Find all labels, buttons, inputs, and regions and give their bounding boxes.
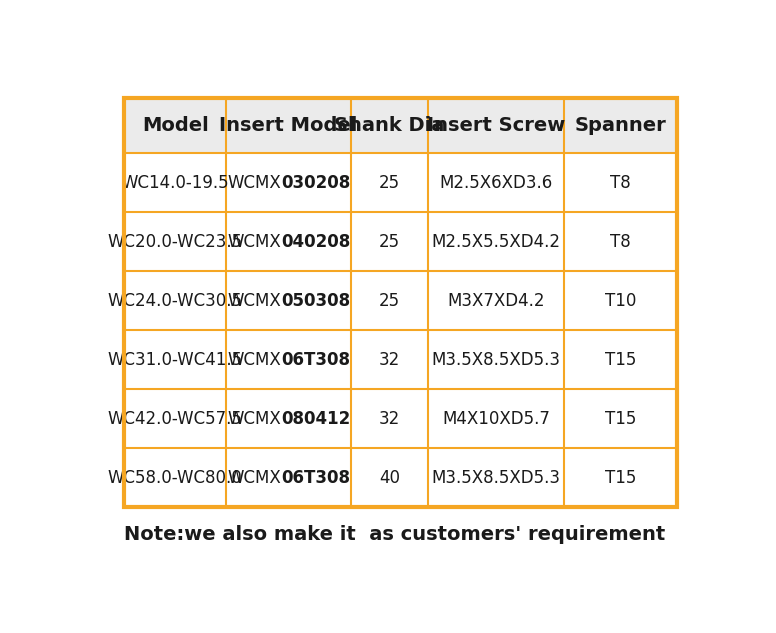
Text: WCMX: WCMX	[227, 469, 281, 487]
Text: Insert Model: Insert Model	[220, 116, 358, 135]
Text: 040208: 040208	[281, 233, 350, 251]
Bar	[124, 153, 677, 212]
Text: 25: 25	[379, 233, 400, 251]
Text: 40: 40	[379, 469, 400, 487]
Text: T15: T15	[605, 351, 636, 369]
Text: 25: 25	[379, 292, 400, 310]
Text: WC58.0-WC80.0: WC58.0-WC80.0	[108, 469, 243, 487]
Text: 32: 32	[379, 351, 400, 369]
Text: T15: T15	[605, 410, 636, 428]
Bar	[124, 98, 677, 507]
Text: T8: T8	[610, 173, 631, 192]
Text: 080412: 080412	[281, 410, 350, 428]
Bar	[124, 330, 677, 389]
Bar	[124, 389, 677, 448]
Text: 25: 25	[379, 173, 400, 192]
Text: WCMX: WCMX	[227, 410, 281, 428]
Text: Spanner: Spanner	[575, 116, 667, 135]
Text: WC31.0-WC41.5: WC31.0-WC41.5	[108, 351, 243, 369]
Bar	[124, 212, 677, 271]
Text: 050308: 050308	[281, 292, 350, 310]
Text: T10: T10	[605, 292, 636, 310]
Text: 06T308: 06T308	[281, 469, 350, 487]
Text: M4X10XD5.7: M4X10XD5.7	[442, 410, 550, 428]
Text: Note:we also make it  as customers' requirement: Note:we also make it as customers' requi…	[124, 525, 665, 544]
Text: 030208: 030208	[281, 173, 350, 192]
Bar	[124, 271, 677, 330]
Text: WCMX: WCMX	[227, 351, 281, 369]
Text: WC42.0-WC57.5: WC42.0-WC57.5	[108, 410, 243, 428]
Text: M3X7XD4.2: M3X7XD4.2	[448, 292, 545, 310]
Text: M2.5X6XD3.6: M2.5X6XD3.6	[439, 173, 553, 192]
Bar	[124, 98, 677, 153]
Text: T15: T15	[605, 469, 636, 487]
Text: WCMX: WCMX	[227, 173, 281, 192]
Text: WC20.0-WC23.5: WC20.0-WC23.5	[108, 233, 243, 251]
Bar	[124, 448, 677, 507]
Text: M3.5X8.5XD5.3: M3.5X8.5XD5.3	[431, 469, 560, 487]
Text: 32: 32	[379, 410, 400, 428]
Text: WCMX: WCMX	[227, 292, 281, 310]
Text: T8: T8	[610, 233, 631, 251]
Text: Shank Dia: Shank Dia	[334, 116, 445, 135]
Text: M3.5X8.5XD5.3: M3.5X8.5XD5.3	[431, 351, 560, 369]
Text: M2.5X5.5XD4.2: M2.5X5.5XD4.2	[431, 233, 560, 251]
Text: Model: Model	[142, 116, 209, 135]
Text: WC14.0-19.5: WC14.0-19.5	[121, 173, 229, 192]
Text: WCMX: WCMX	[227, 233, 281, 251]
Text: 06T308: 06T308	[281, 351, 350, 369]
Text: Insert Screw: Insert Screw	[427, 116, 565, 135]
Text: WC24.0-WC30.5: WC24.0-WC30.5	[108, 292, 243, 310]
